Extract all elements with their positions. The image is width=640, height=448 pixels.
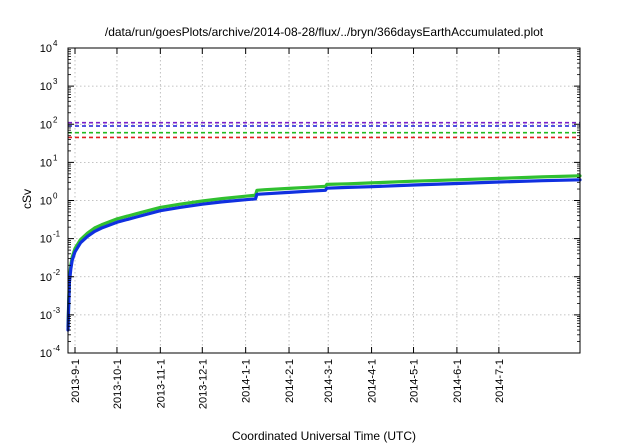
y-tick-exponent: 0 <box>53 192 58 201</box>
series-line-2 <box>66 178 582 332</box>
y-tick-exponent: 3 <box>53 77 58 86</box>
x-tick-label: 2014-1-1 <box>241 359 253 403</box>
y-tick-exponent: -4 <box>53 344 61 353</box>
reference-lines <box>68 121 580 139</box>
y-tick-exponent: 2 <box>53 115 58 124</box>
chart-title: /data/run/goesPlots/archive/2014-08-28/f… <box>105 25 544 39</box>
x-tick-labels: 2013-9-1 2013-10-1 2013-11-1 2013-12-1 2014-… <box>70 359 506 409</box>
y-tick-exponent: 4 <box>53 39 58 48</box>
x-tick-label: 2014-6-1 <box>452 359 464 403</box>
x-tick-label: 2013-9-1 <box>70 359 82 403</box>
grid-lines <box>68 48 580 353</box>
y-tick-label: 10 <box>40 81 52 93</box>
y-tick-label: 10 <box>40 157 52 169</box>
y-tick-label: 10 <box>40 310 52 322</box>
y-tick-exponent: -1 <box>53 230 61 239</box>
y-tick-exponent: -3 <box>53 306 61 315</box>
y-tick-label: 10 <box>40 119 52 131</box>
x-tick-label: 2014-7-1 <box>494 359 506 403</box>
series-lines <box>66 174 582 332</box>
x-tick-label: 2014-4-1 <box>367 359 379 403</box>
x-tick-label: 2014-3-1 <box>323 359 335 403</box>
x-tick-label: 2013-12-1 <box>197 359 209 409</box>
x-axis-label: Coordinated Universal Time (UTC) <box>232 429 416 443</box>
series-line-1 <box>66 174 582 328</box>
y-tick-exponent: 1 <box>53 153 58 162</box>
y-tick-label: 10 <box>40 234 52 246</box>
y-tick-label: 10 <box>40 43 52 55</box>
y-axis-label: cSv <box>20 189 34 209</box>
y-tick-label: 10 <box>40 348 52 360</box>
x-tick-label: 2014-5-1 <box>409 359 421 403</box>
x-tick-label: 2014-2-1 <box>284 359 296 403</box>
y-tick-label: 10 <box>40 272 52 284</box>
y-tick-label: 10 <box>40 196 52 208</box>
axis-ticks <box>68 47 580 354</box>
x-tick-label: 2013-11-1 <box>155 359 167 408</box>
y-tick-exponent: -2 <box>53 268 61 277</box>
x-tick-label: 2013-10-1 <box>112 359 124 409</box>
